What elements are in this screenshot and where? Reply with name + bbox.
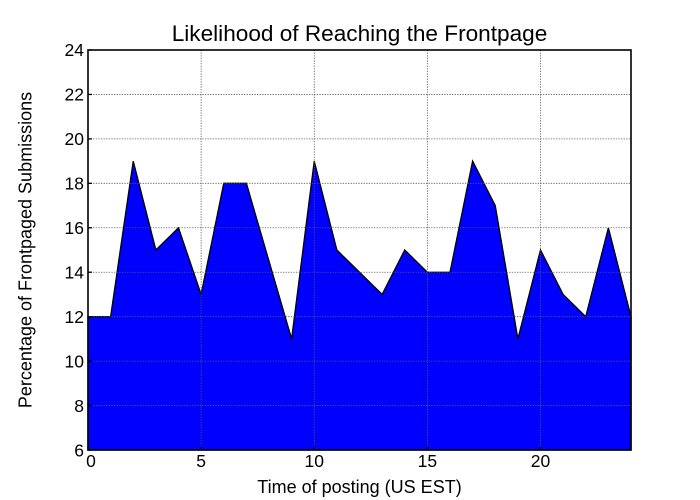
svg-text:5: 5 xyxy=(196,451,206,471)
svg-text:20: 20 xyxy=(531,451,551,471)
svg-text:10: 10 xyxy=(305,451,325,471)
svg-text:15: 15 xyxy=(418,451,437,471)
svg-text:Percentage of Frontpaged Submi: Percentage of Frontpaged Submissions xyxy=(16,92,36,408)
svg-text:0: 0 xyxy=(86,451,96,471)
svg-text:10: 10 xyxy=(65,352,85,372)
svg-text:Likelihood of Reaching the Fro: Likelihood of Reaching the Frontpage xyxy=(172,21,548,46)
svg-text:12: 12 xyxy=(65,307,84,327)
svg-text:6: 6 xyxy=(74,441,84,461)
svg-text:16: 16 xyxy=(65,218,84,238)
svg-text:8: 8 xyxy=(74,396,84,416)
svg-text:Time of posting (US EST): Time of posting (US EST) xyxy=(257,477,461,497)
svg-text:24: 24 xyxy=(65,40,85,60)
svg-text:22: 22 xyxy=(65,85,84,105)
svg-text:18: 18 xyxy=(65,174,84,194)
svg-text:14: 14 xyxy=(65,263,85,283)
svg-text:20: 20 xyxy=(65,129,85,149)
